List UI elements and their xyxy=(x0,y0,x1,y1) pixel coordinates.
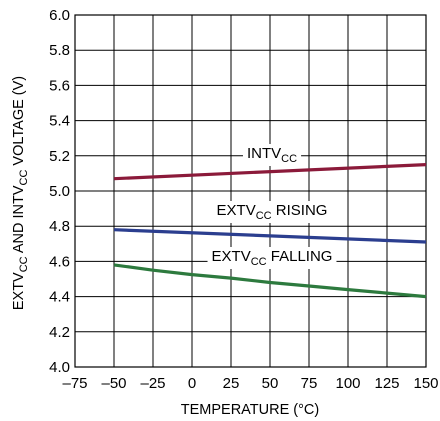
label-part: FALLING xyxy=(267,248,333,265)
extvcc-falling-label-text: EXTVCC FALLING xyxy=(212,248,333,268)
y-tick-label: 4.6 xyxy=(49,253,70,270)
label-part: INTV xyxy=(247,145,281,162)
subscript: CC xyxy=(18,170,30,186)
y-axis-title: EXTVCC AND INTVCC VOLTAGE (V) xyxy=(11,76,30,310)
subscript: CC xyxy=(251,256,267,268)
label-part: AND INTV xyxy=(11,185,27,256)
label-part: EXTV xyxy=(11,272,27,310)
y-tick-label: 5.4 xyxy=(49,113,70,130)
y-tick-label: 5.0 xyxy=(49,183,70,200)
extvcc-rising-label: EXTVCC RISING xyxy=(212,201,332,223)
extvcc-rising-label-text: EXTVCC RISING xyxy=(217,202,328,222)
series-lines xyxy=(113,163,427,299)
label-background xyxy=(212,201,332,223)
y-tick-label: 5.6 xyxy=(49,77,70,94)
x-tick-label: –25 xyxy=(140,375,165,392)
intvcc-label: INTVCC xyxy=(242,144,302,166)
x-tick-label: 125 xyxy=(374,375,399,392)
x-tick-label: 50 xyxy=(262,375,279,392)
label-background xyxy=(207,247,337,269)
extvcc-falling-line xyxy=(113,263,427,299)
subscript: CC xyxy=(18,256,30,272)
plot-frame xyxy=(74,14,427,368)
subscript: CC xyxy=(256,210,272,222)
x-tick-label: 75 xyxy=(301,375,318,392)
x-tick-label: –50 xyxy=(101,375,126,392)
extvcc-falling-label: EXTVCC FALLING xyxy=(207,247,337,269)
x-tick-label: 150 xyxy=(413,375,438,392)
intvcc-line xyxy=(113,163,427,181)
x-tick-label: 0 xyxy=(188,375,196,392)
tick-labels: –75 –50 –25 0 25 50 75 100 125 150 4.0 4.2 4.4 4.6 4.8… xyxy=(49,7,438,392)
x-axis-title: TEMPERATURE (°C) xyxy=(181,402,319,418)
subscript: CC xyxy=(281,153,297,165)
y-tick-label: 4.8 xyxy=(49,218,70,235)
label-part: EXTV xyxy=(217,202,256,219)
label-part: EXTV xyxy=(212,248,251,265)
y-tick-label: 6.0 xyxy=(49,7,70,24)
x-tick-label: 100 xyxy=(335,375,360,392)
label-part: VOLTAGE (V) xyxy=(11,76,27,170)
y-tick-label: 4.4 xyxy=(49,289,70,306)
intvcc-label-text: INTVCC xyxy=(247,145,297,165)
extvcc-rising-line xyxy=(113,228,427,244)
grid xyxy=(74,14,427,368)
x-tick-label: 25 xyxy=(223,375,240,392)
y-tick-label: 5.2 xyxy=(49,148,70,165)
y-tick-label: 4.2 xyxy=(49,324,70,341)
y-tick-label: 4.0 xyxy=(49,359,70,376)
label-part: RISING xyxy=(272,202,328,219)
y-tick-label: 5.8 xyxy=(49,42,70,59)
x-tick-label: –75 xyxy=(62,375,87,392)
label-background xyxy=(242,144,302,166)
